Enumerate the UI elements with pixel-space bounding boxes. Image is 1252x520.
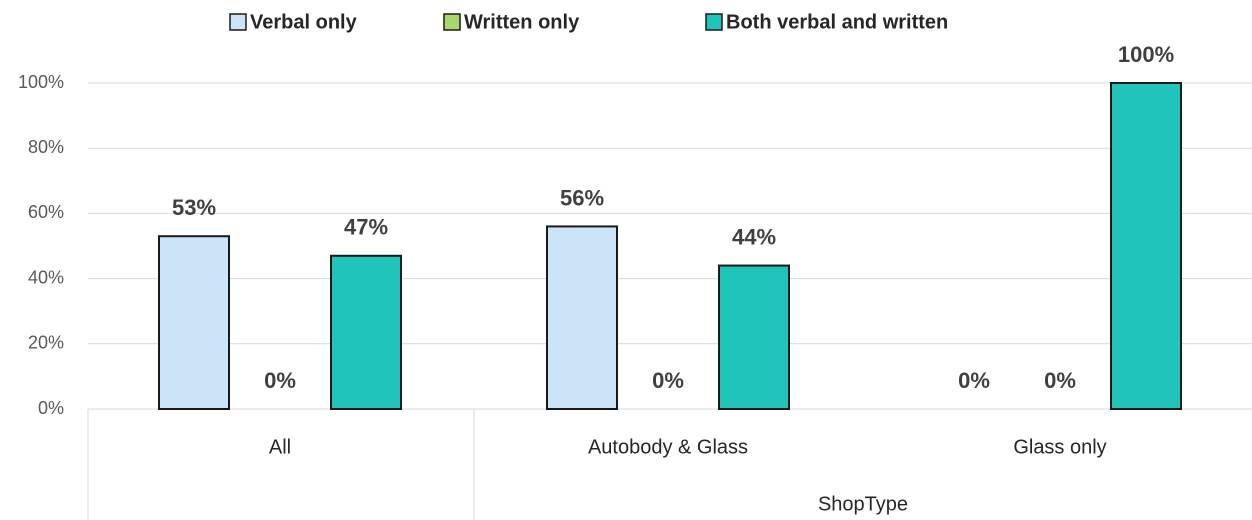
bar xyxy=(718,264,790,410)
legend-label: Written only xyxy=(464,11,580,33)
bar xyxy=(158,235,230,410)
bar xyxy=(546,225,618,410)
y-tick-label: 20% xyxy=(28,333,64,353)
value-label: 100% xyxy=(1118,42,1174,67)
bar xyxy=(330,254,402,410)
y-tick-label: 80% xyxy=(28,137,64,157)
legend-swatch xyxy=(705,13,723,31)
x-tick-label: Autobody & Glass xyxy=(588,436,748,458)
y-tick-label: 40% xyxy=(28,267,64,287)
y-tick-label: 100% xyxy=(18,72,64,92)
value-label: 0% xyxy=(264,368,296,393)
y-tick-label: 0% xyxy=(38,398,64,418)
value-label: 0% xyxy=(958,368,990,393)
bar xyxy=(1110,82,1182,410)
legend-label: Verbal only xyxy=(250,11,358,33)
legend-swatch xyxy=(443,13,461,31)
value-label: 0% xyxy=(652,368,684,393)
y-tick-label: 60% xyxy=(28,202,64,222)
value-label: 0% xyxy=(1044,368,1076,393)
value-label: 44% xyxy=(732,224,776,249)
value-label: 56% xyxy=(560,185,604,210)
value-label: 53% xyxy=(172,195,216,220)
legend-swatch xyxy=(229,13,247,31)
x-axis-label: ShopType xyxy=(818,493,908,515)
x-tick-label: Glass only xyxy=(1013,436,1106,458)
x-tick-label: All xyxy=(269,436,291,458)
value-label: 47% xyxy=(344,215,388,240)
legend-label: Both verbal and written xyxy=(726,11,948,33)
